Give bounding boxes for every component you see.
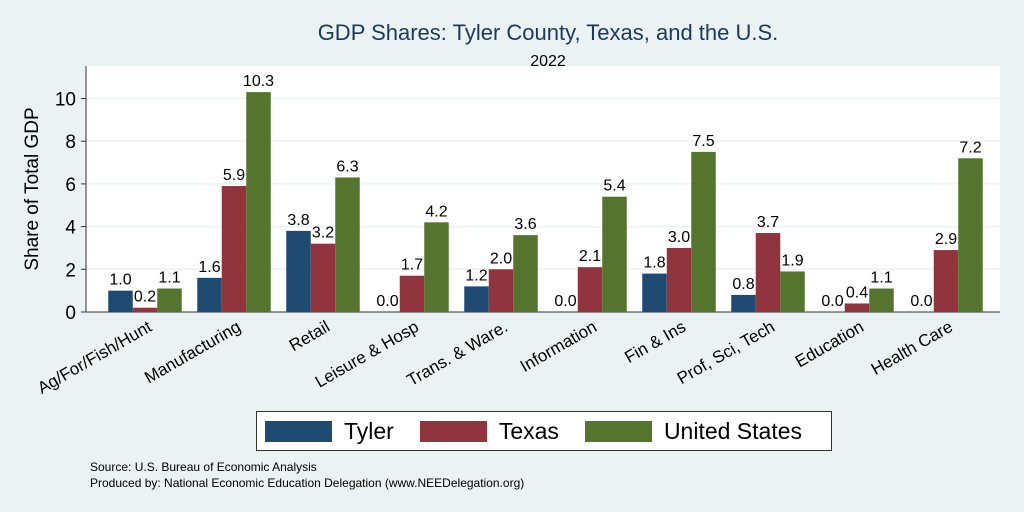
bar-tyler <box>108 290 133 312</box>
bar-texas <box>310 243 336 312</box>
x-tick-label: Fin & Ins <box>621 317 689 367</box>
data-label: 0.0 <box>821 293 843 310</box>
bar-texas <box>755 233 781 312</box>
x-tick-label: Retail <box>286 317 333 355</box>
data-label: 1.6 <box>198 259 220 276</box>
legend-label: Tyler <box>344 417 394 444</box>
data-label: 0.8 <box>732 276 754 293</box>
data-label: 2.9 <box>935 231 957 248</box>
bar-texas <box>933 250 959 312</box>
y-tick-label: 6 <box>65 175 76 196</box>
bar-tyler <box>464 286 489 312</box>
bar-united-states <box>424 222 449 312</box>
x-tick-label: Health Care <box>868 317 956 379</box>
data-label: 0.0 <box>554 293 576 310</box>
x-tick-label: Information <box>517 317 600 376</box>
legend-label: United States <box>663 417 803 444</box>
legend: Tyler Texas United States <box>256 411 832 451</box>
data-label: 0.0 <box>910 293 932 310</box>
data-label: 1.1 <box>870 270 892 287</box>
bar-texas <box>221 186 247 312</box>
data-label: 7.2 <box>959 139 981 156</box>
legend-item-us: United States <box>584 417 803 445</box>
data-label: 3.7 <box>757 214 779 231</box>
y-tick-label: 2 <box>65 260 76 281</box>
bar-united-states <box>602 196 627 312</box>
y-tick-label: 8 <box>65 132 76 153</box>
x-tick-label: Ag/For/Fish/Hunt <box>34 317 155 398</box>
data-label: 1.2 <box>465 267 487 284</box>
data-label: 1.1 <box>158 270 180 287</box>
bar-texas <box>844 303 870 312</box>
bar-united-states <box>869 288 894 312</box>
data-label: 5.9 <box>223 167 245 184</box>
data-label: 0.4 <box>846 284 868 301</box>
chart-subtitle: 2022 <box>530 53 566 70</box>
y-tick-label: 10 <box>55 90 76 111</box>
legend-item-tyler: Tyler <box>265 418 394 445</box>
data-label: 1.7 <box>401 257 423 274</box>
produced-note: Produced by: National Economic Education… <box>90 476 525 490</box>
bar-texas <box>666 247 692 312</box>
y-tick-label: 0 <box>65 303 76 324</box>
data-label: 7.5 <box>692 133 714 150</box>
source-note: Source: U.S. Bureau of Economic Analysis <box>90 460 317 474</box>
legend-item-texas: Texas <box>419 417 559 445</box>
bar-tyler <box>642 273 667 312</box>
bar-tyler <box>731 294 756 312</box>
bar-texas <box>577 267 603 312</box>
bar-united-states <box>691 151 716 312</box>
y-axis-label: Share of Total GDP <box>22 107 43 270</box>
data-label: 1.0 <box>109 272 131 289</box>
x-tick-label: Education <box>792 317 867 371</box>
bar-texas <box>488 269 514 312</box>
data-label: 2.0 <box>490 250 512 267</box>
data-label: 1.9 <box>781 252 803 269</box>
bar-united-states <box>958 158 983 312</box>
data-label: 0.0 <box>376 293 398 310</box>
data-label: 4.2 <box>425 203 447 220</box>
bar-united-states <box>513 235 538 312</box>
data-label: 3.8 <box>287 212 309 229</box>
data-label: 5.4 <box>603 178 625 195</box>
bar-united-states <box>157 288 182 312</box>
data-label: 2.1 <box>579 248 601 265</box>
bar-united-states <box>335 177 360 312</box>
bar-tyler <box>286 230 311 312</box>
x-tick-label: Manufacturing <box>141 317 244 387</box>
bar-tyler <box>197 277 222 312</box>
bar-texas <box>399 275 425 312</box>
data-label: 6.3 <box>336 158 358 175</box>
data-label: 3.6 <box>514 216 536 233</box>
legend-swatch-tyler <box>265 420 332 442</box>
data-label: 3.0 <box>668 229 690 246</box>
data-label: 3.2 <box>312 225 334 242</box>
bar-united-states <box>780 271 805 312</box>
legend-label: Texas <box>498 417 559 444</box>
x-tick-label: Prof, Sci, Tech <box>674 317 778 388</box>
x-tick-label: Trans. & Ware. <box>404 317 511 390</box>
legend-swatch-us <box>584 420 652 442</box>
legend-swatch-texas <box>419 420 487 442</box>
data-label: 10.3 <box>243 73 274 90</box>
y-tick-label: 4 <box>65 218 76 239</box>
bar-texas <box>132 307 158 312</box>
bar-united-states <box>246 92 271 312</box>
data-label: 0.2 <box>134 289 156 306</box>
data-label: 1.8 <box>643 255 665 272</box>
chart-title: GDP Shares: Tyler County, Texas, and the… <box>318 20 779 45</box>
